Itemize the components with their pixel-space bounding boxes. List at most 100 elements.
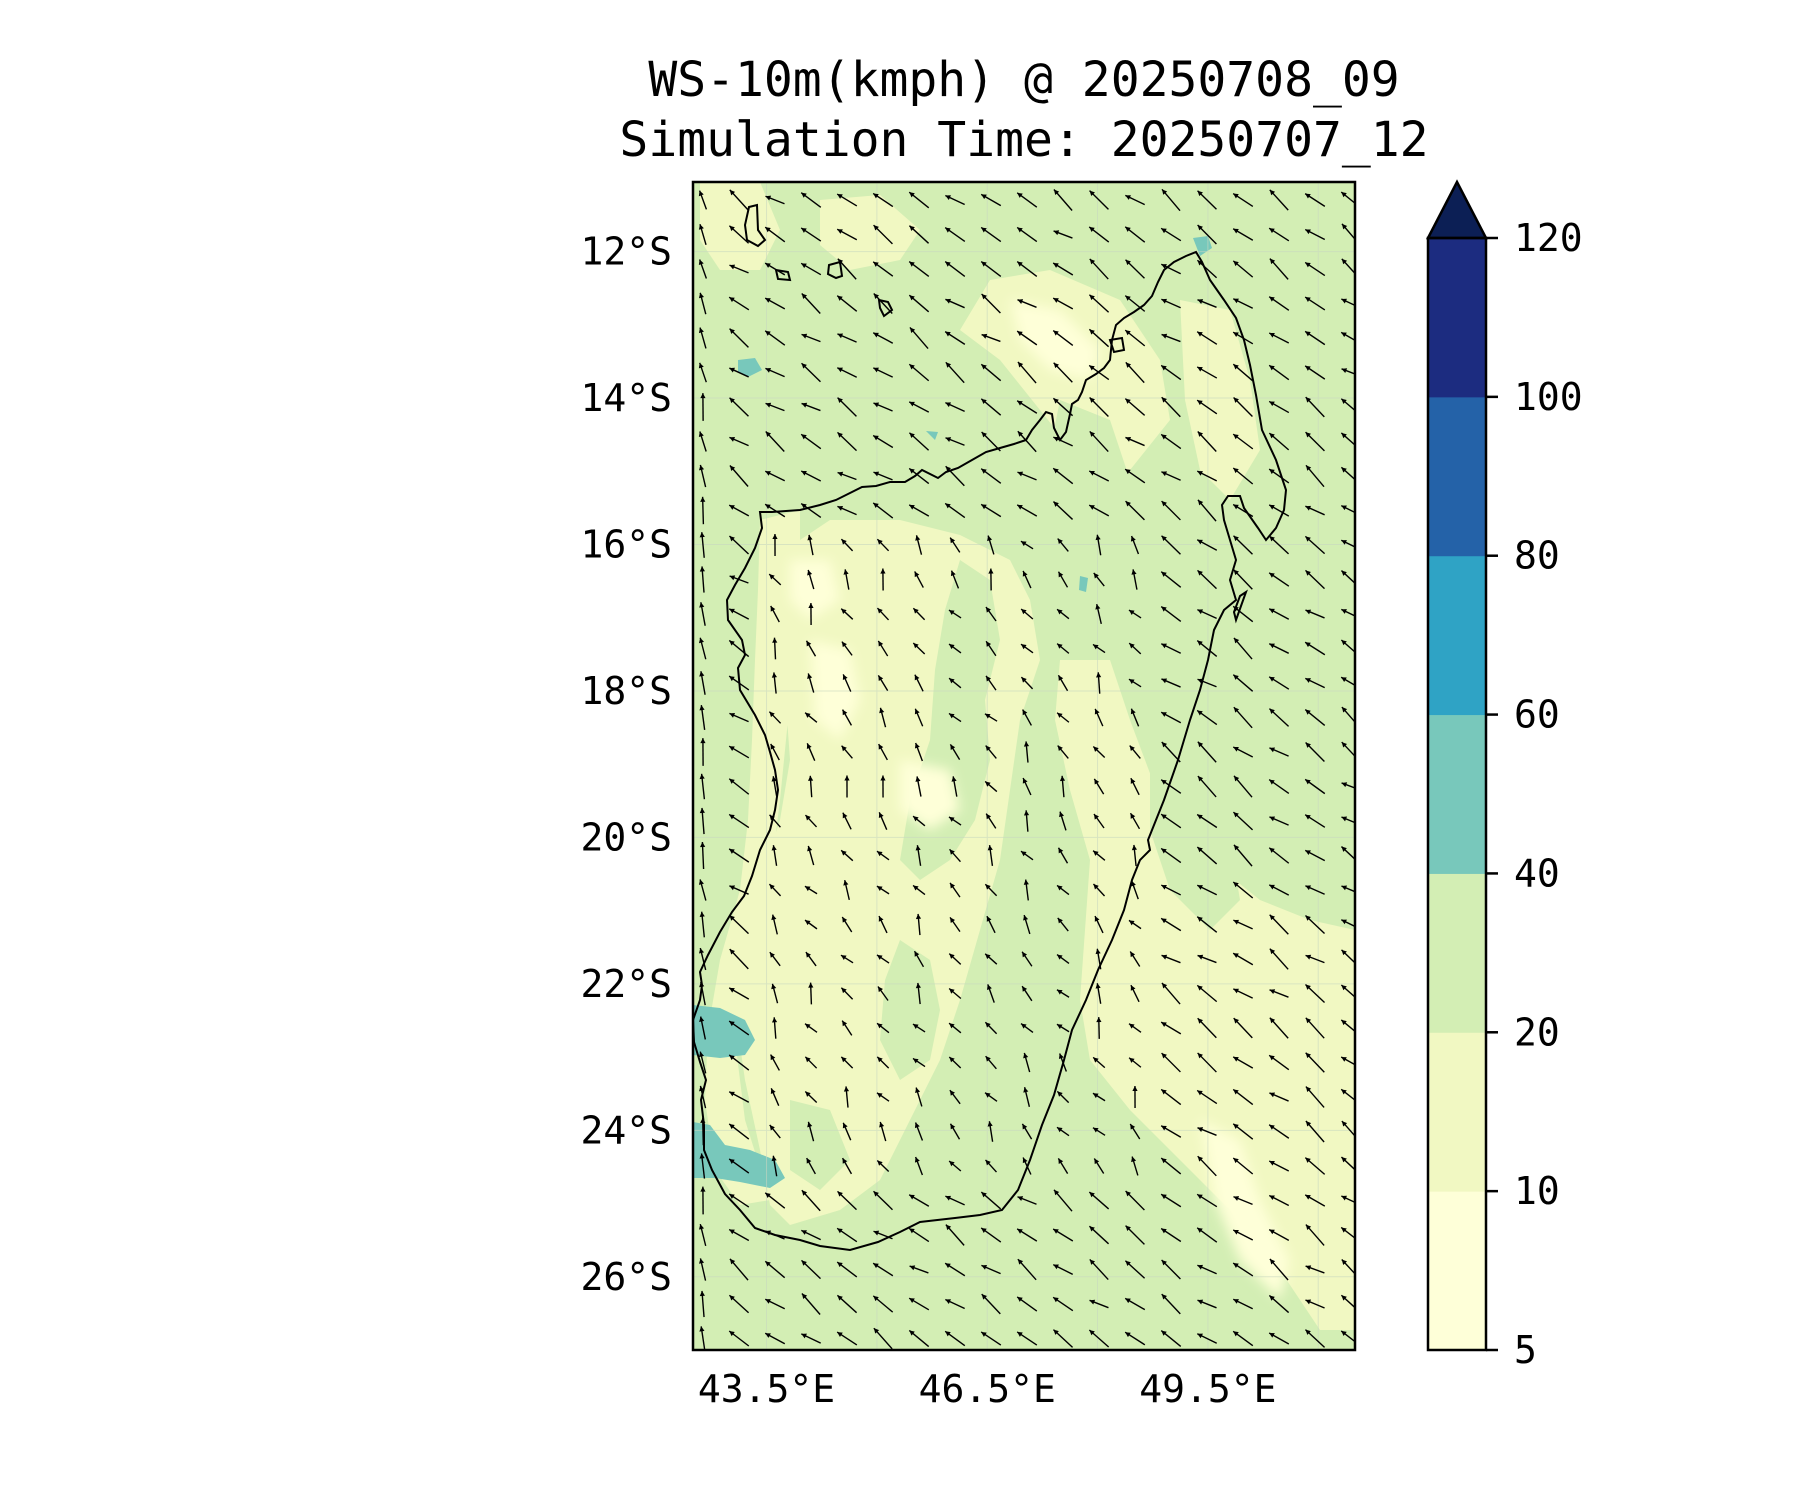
wind-arrow — [873, 471, 893, 481]
colorbar-tick-label: 80 — [1514, 534, 1560, 578]
band-40-60-mozambique-channel-2 — [693, 1122, 785, 1188]
wind-arrow — [985, 813, 997, 829]
wind-arrow — [878, 915, 888, 934]
wind-arrow — [698, 637, 707, 660]
wind-arrow — [1232, 746, 1254, 758]
band-5-10-plateau-west — [810, 640, 860, 740]
wind-arrow — [1232, 363, 1254, 382]
wind-arrow — [915, 913, 922, 936]
wind-arrow — [915, 982, 921, 1005]
wind-arrow — [729, 264, 749, 274]
wind-arrow — [804, 919, 818, 930]
wind-arrow — [945, 465, 965, 487]
wind-arrow — [1096, 672, 1102, 694]
wind-arrow — [1125, 361, 1145, 384]
wind-arrow — [837, 333, 857, 343]
wind-arrow — [1232, 1056, 1254, 1069]
wind-arrow — [728, 1091, 750, 1103]
colorbar-tick-label: 5 — [1514, 1328, 1537, 1372]
wind-arrow — [985, 1055, 997, 1070]
wind-arrow — [1268, 468, 1290, 484]
wind-arrow — [804, 1056, 818, 1069]
wind-arrow — [877, 640, 889, 657]
wind-arrow — [1160, 779, 1182, 794]
wind-arrow — [877, 986, 889, 1001]
wind-arrow — [1233, 637, 1253, 660]
wind-arrow — [700, 738, 706, 766]
wind-arrow — [1196, 640, 1218, 657]
wind-arrow — [1341, 816, 1355, 824]
wind-arrow — [1341, 1259, 1355, 1275]
band-10-20-ne-coast — [1180, 300, 1260, 500]
wind-arrow — [1017, 1258, 1037, 1281]
wind-arrow — [1016, 1296, 1038, 1312]
wind-arrow — [1197, 1017, 1217, 1039]
wind-arrow — [912, 642, 926, 655]
wind-arrow — [948, 1022, 962, 1034]
wind-arrow — [909, 327, 929, 349]
wind-arrow — [1016, 1331, 1038, 1346]
wind-arrow — [1268, 296, 1290, 311]
longitude-axis: 43.5°E 46.5°E 49.5°E — [698, 1367, 1277, 1411]
wind-arrow — [836, 295, 858, 312]
wind-arrow — [1268, 364, 1290, 381]
wind-arrow — [1305, 1265, 1325, 1274]
wind-arrow — [908, 225, 930, 244]
island-nosy-be — [1108, 336, 1126, 354]
wind-arrow — [1160, 263, 1182, 275]
colorbar-segment — [1428, 714, 1486, 874]
wind-arrow — [1052, 329, 1074, 347]
wind-arrow — [728, 813, 750, 829]
wind-arrow — [1092, 1127, 1106, 1136]
wind-arrow — [1016, 226, 1038, 243]
wind-arrow — [807, 534, 814, 556]
wind-arrow — [908, 191, 930, 209]
wind-arrow — [699, 911, 705, 938]
wind-arrow — [908, 1297, 930, 1311]
wind-arrow — [872, 502, 894, 519]
wind-arrow — [764, 1332, 786, 1345]
wind-arrow — [1196, 709, 1218, 726]
wind-arrow — [837, 431, 857, 452]
wind-arrow — [1023, 741, 1030, 763]
wind-arrow — [985, 745, 997, 759]
wind-arrow — [1161, 741, 1181, 763]
wind-arrow — [1161, 298, 1181, 309]
wind-arrow — [1023, 879, 1029, 901]
wind-arrow — [912, 607, 926, 621]
wind-arrow — [1196, 1089, 1218, 1105]
wind-arrow — [913, 950, 925, 968]
island-anjouan — [774, 268, 792, 282]
simulation-time: Simulation Time: 20250707_12 — [619, 112, 1428, 168]
wind-speed-field — [693, 182, 1355, 1330]
wind-arrow — [1341, 298, 1355, 307]
wind-arrow — [699, 773, 706, 800]
wind-arrow — [728, 225, 750, 244]
wind-arrow — [1124, 226, 1146, 243]
wind-arrow — [805, 951, 817, 967]
wind-arrow — [873, 293, 893, 314]
wind-arrow — [949, 1089, 961, 1105]
wind-arrow — [765, 367, 785, 378]
wind-arrow — [765, 195, 785, 205]
wind-arrow — [1125, 436, 1145, 447]
lat-tick-label: 16°S — [580, 522, 672, 566]
wind-arrow — [873, 1190, 893, 1211]
wind-arrow — [1269, 747, 1289, 757]
wind-arrow — [1304, 365, 1326, 380]
wind-arrow — [1161, 333, 1181, 343]
wind-arrow — [800, 433, 822, 450]
wind-arrow — [1016, 1228, 1038, 1242]
wind-arrow — [1340, 570, 1355, 585]
wind-arrow — [1196, 813, 1218, 829]
wind-arrow — [1196, 399, 1218, 415]
wind-arrow — [768, 573, 782, 586]
wind-arrow — [1304, 814, 1326, 828]
wind-arrow — [1160, 643, 1182, 654]
band-40-60-east-sea — [1079, 576, 1088, 592]
wind-arrow — [1268, 535, 1290, 555]
wind-arrow — [1268, 1160, 1290, 1172]
wind-arrow — [1233, 1195, 1253, 1206]
band-5-10-southeast — [1200, 1120, 1290, 1300]
wind-arrow — [764, 1192, 786, 1209]
